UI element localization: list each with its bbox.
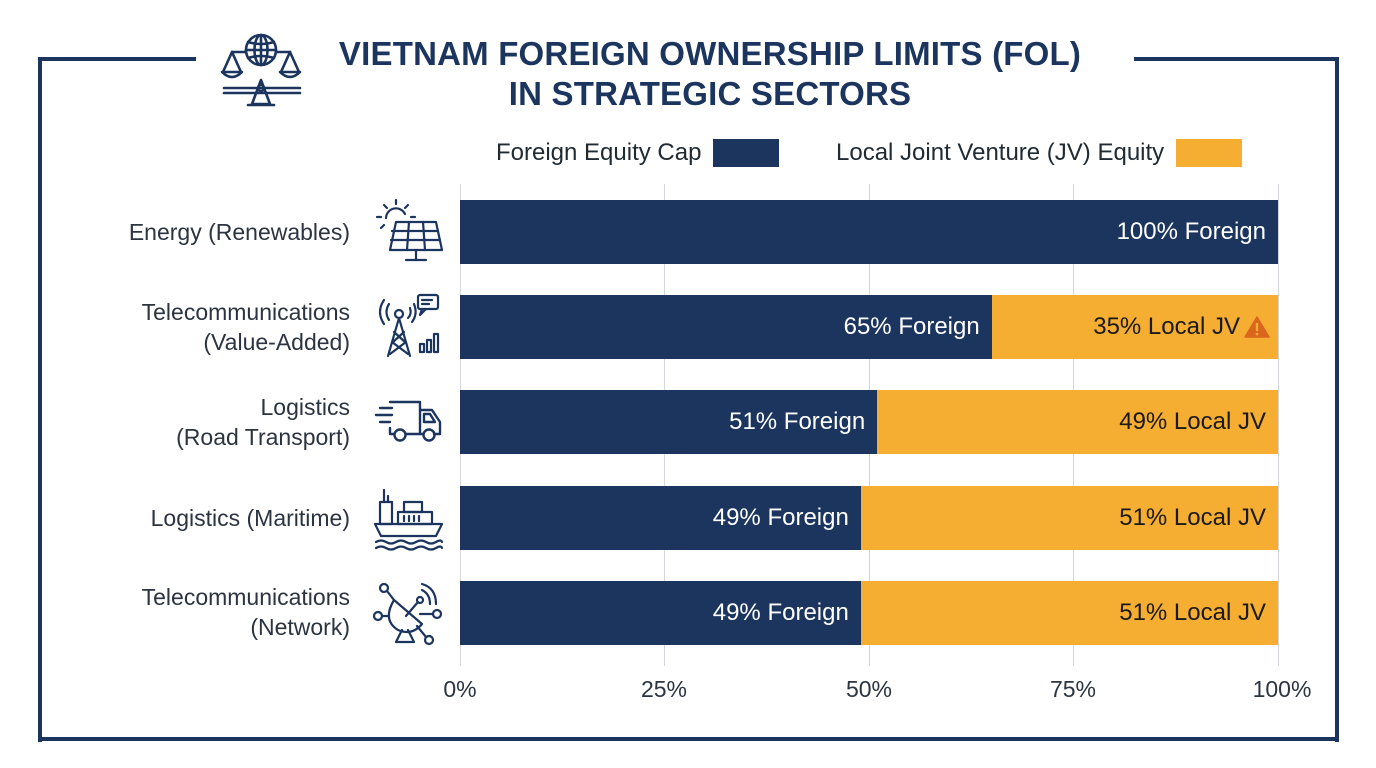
segment-label-local: 51% Local JV [1119, 504, 1266, 531]
segment-label-foreign: 49% Foreign [712, 504, 849, 531]
frame-left [38, 57, 42, 742]
legend-label-local: Local Joint Venture (JV) Equity [836, 139, 1165, 166]
x-tick-25: 25% [640, 676, 688, 702]
cargo-ship-icon [373, 488, 444, 551]
legend-swatch-local [1176, 139, 1243, 167]
bar-telecom-network: 49% Foreign 51% Local JV [460, 581, 1278, 645]
bar-logistics-maritime: 49% Foreign 51% Local JV [460, 486, 1278, 550]
bar-telecom-value-added: 65% Foreign 35% Local JV [460, 295, 1278, 359]
cell-tower-icon [378, 293, 440, 358]
segment-local: 35% Local JV [991, 295, 1278, 359]
x-tick-100: 100% [1252, 676, 1312, 702]
segment-foreign: 65% Foreign [460, 295, 992, 359]
legend-label-foreign: Foreign Equity Cap [496, 139, 702, 166]
legend-swatch-foreign [713, 139, 780, 167]
segment-label-local: 35% Local JV [1093, 313, 1240, 340]
segment-label-foreign: 51% Foreign [729, 408, 866, 435]
segment-label-local: 49% Local JV [1119, 408, 1266, 435]
segment-foreign: 51% Foreign [460, 390, 878, 454]
segment-label-foreign: 65% Foreign [843, 313, 980, 340]
row-label-logistics-road: Logistics (Road Transport) [176, 394, 350, 450]
satellite-dish-icon [372, 582, 443, 646]
row-label-logistics-maritime: Logistics (Maritime) [150, 505, 350, 531]
row-label-energy: Energy (Renewables) [128, 219, 350, 245]
legend-item-local: Local Joint Venture (JV) Equity [836, 136, 1243, 170]
title-line-1: VIETNAM FOREIGN OWNERSHIP LIMITS (FOL) [338, 35, 1082, 72]
segment-local: 49% Local JV [877, 390, 1278, 454]
warning-icon [1244, 316, 1270, 338]
segment-local: 51% Local JV [860, 486, 1278, 550]
title-line-2: IN STRATEGIC SECTORS [508, 75, 912, 112]
segment-label-foreign: 100% Foreign [1116, 218, 1266, 245]
row-label-telecom-network: Telecommunications (Network) [141, 584, 350, 640]
frame-top-right [1134, 57, 1339, 61]
legend-item-foreign: Foreign Equity Cap [496, 136, 780, 170]
segment-foreign: 49% Foreign [460, 581, 861, 645]
delivery-truck-icon [374, 400, 442, 442]
chart-title: VIETNAM FOREIGN OWNERSHIP LIMITS (FOL) I… [300, 34, 1120, 114]
segment-foreign: 49% Foreign [460, 486, 861, 550]
gridline-100 [1278, 184, 1279, 666]
bar-energy: 100% Foreign [460, 200, 1278, 264]
x-tick-0: 0% [443, 676, 477, 702]
x-tick-75: 75% [1049, 676, 1097, 702]
bar-logistics-road: 51% Foreign 49% Local JV [460, 390, 1278, 454]
frame-bottom [38, 737, 1339, 741]
segment-local: 51% Local JV [860, 581, 1278, 645]
segment-label-local: 51% Local JV [1119, 599, 1266, 626]
segment-label-foreign: 49% Foreign [712, 599, 849, 626]
frame-right [1335, 57, 1339, 742]
x-tick-50: 50% [845, 676, 893, 702]
scales-globe-icon [220, 33, 302, 107]
segment-foreign: 100% Foreign [460, 200, 1278, 264]
solar-panel-icon [375, 198, 444, 262]
frame-top-left [38, 57, 196, 61]
row-label-telecom-value-added: Telecommunications (Value-Added) [141, 299, 350, 355]
